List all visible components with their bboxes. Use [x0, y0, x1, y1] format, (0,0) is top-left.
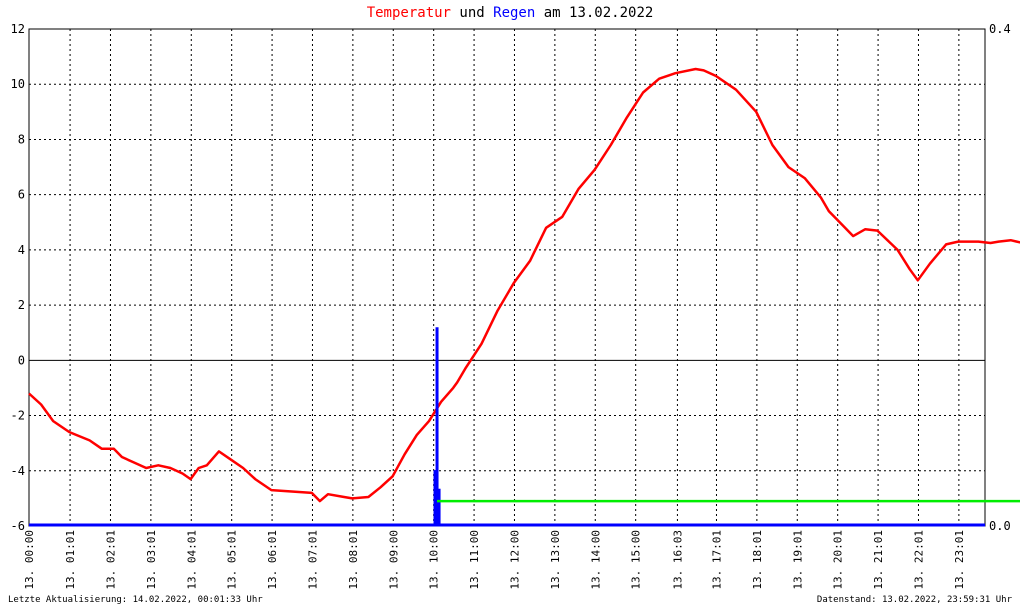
- y-tick-label: 0: [18, 353, 25, 367]
- y-tick-label: 10: [11, 77, 25, 91]
- footer-data-status: Datenstand: 13.02.2022, 23:59:31 Uhr: [816, 595, 1012, 605]
- y-tick-label: 8: [18, 132, 25, 146]
- x-tick-label: 13. 07:01: [306, 530, 319, 590]
- x-tick-label: 13. 21:01: [872, 530, 885, 590]
- y-tick-label: -6: [11, 519, 25, 533]
- x-tick-label: 13. 06:01: [266, 530, 279, 590]
- x-tick-label: 13. 13:00: [549, 530, 562, 590]
- footer-last-update: Letzte Aktualisierung: 14.02.2022, 00:01…: [8, 595, 263, 605]
- x-tick-label: 13. 05:01: [226, 530, 239, 590]
- x-tick-label: 13. 09:00: [387, 530, 400, 590]
- chart-title: Temperatur und Regen am 13.02.2022: [0, 5, 1020, 21]
- x-tick-label: 13. 19:01: [791, 530, 804, 590]
- title-date: am 13.02.2022: [535, 5, 654, 21]
- x-tick-label: 13. 04:01: [185, 530, 198, 590]
- x-tick-label: 13. 18:01: [751, 530, 764, 590]
- title-und: und: [450, 5, 494, 21]
- x-tick-label: 13. 00:00: [23, 530, 36, 590]
- x-tick-label: 13. 08:01: [347, 530, 360, 590]
- x-tick-label: 13. 15:00: [630, 530, 643, 590]
- y-tick-label: 6: [18, 188, 25, 202]
- x-tick-label: 13. 14:00: [589, 530, 602, 590]
- x-tick-label: 13. 12:00: [508, 530, 521, 590]
- x-tick-label: 13. 17:01: [710, 530, 723, 590]
- x-tick-label: 13. 23:01: [953, 530, 966, 590]
- series-line-temperatur: [28, 67, 1020, 503]
- y-tick-label: 12: [11, 22, 25, 36]
- x-tick-label: 13. 11:00: [468, 530, 481, 590]
- plot-frame: [28, 28, 986, 527]
- y-tick-label: -2: [11, 409, 25, 423]
- x-tick-label: 13. 22:01: [912, 530, 925, 590]
- x-tick-label: 13. 10:00: [428, 530, 441, 590]
- x-tick-label: 13. 20:01: [832, 530, 845, 590]
- x-tick-label: 13. 02:01: [104, 530, 117, 590]
- title-regen: Regen: [493, 5, 536, 21]
- x-tick-label: 13. 03:01: [145, 530, 158, 590]
- y2-tick-label: 0.4: [989, 22, 1011, 36]
- y2-tick-label: 0.0: [989, 519, 1011, 533]
- y-tick-label: 4: [18, 243, 25, 257]
- title-temperatur: Temperatur: [366, 5, 451, 21]
- x-tick-label: 13. 01:01: [64, 530, 77, 590]
- x-tick-label: 13. 16:03: [671, 530, 684, 590]
- y-tick-label: -4: [11, 464, 25, 478]
- y-tick-label: 2: [18, 298, 25, 312]
